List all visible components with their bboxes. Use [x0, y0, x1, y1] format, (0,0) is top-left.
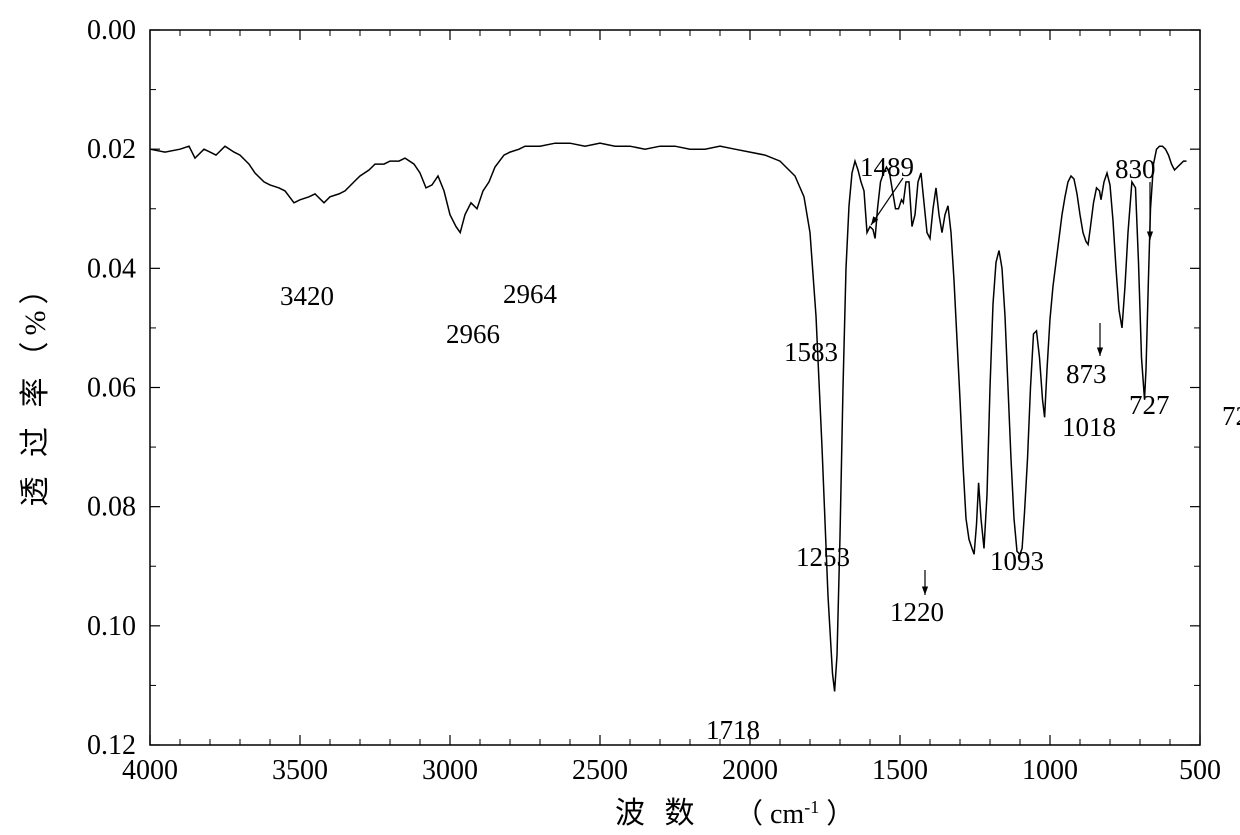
ir-spectrum-chart: 40003500300025002000150010005000.000.020… [0, 0, 1240, 835]
peak-label: 729 [1222, 401, 1240, 431]
x-tick-label: 1000 [1022, 755, 1078, 786]
y-tick-label: 0.00 [87, 15, 136, 46]
x-axis-unit: （ cm-1 ） [735, 797, 854, 830]
spectrum-trace [150, 143, 1187, 691]
x-tick-label: 500 [1179, 755, 1221, 786]
peak-label: 2966 [446, 319, 500, 349]
peak-label: 2964 [503, 279, 558, 309]
x-tick-label: 2000 [722, 755, 778, 786]
peak-label: 830 [1115, 154, 1156, 184]
y-tick-label: 0.06 [87, 373, 136, 404]
arrow-head-icon [1097, 348, 1103, 356]
chart-svg: 40003500300025002000150010005000.000.020… [0, 0, 1240, 835]
peak-label: 3420 [280, 281, 334, 311]
y-tick-label: 0.12 [87, 730, 136, 761]
peak-label: 873 [1066, 359, 1107, 389]
x-tick-label: 3500 [272, 755, 328, 786]
plot-border [150, 30, 1200, 745]
peak-label: 1253 [796, 542, 850, 572]
peak-label: 1018 [1062, 412, 1116, 442]
y-tick-label: 0.08 [87, 492, 136, 523]
x-axis-label: 波 数 [615, 797, 701, 830]
x-tick-label: 2500 [572, 755, 628, 786]
y-tick-label: 0.10 [87, 611, 136, 642]
y-axis-label: 透 过 率（%） [19, 269, 52, 507]
peak-label: 1220 [890, 597, 944, 627]
annotation-arrow [871, 178, 903, 225]
x-tick-label: 1500 [872, 755, 928, 786]
peak-label: 1489 [860, 152, 914, 182]
x-tick-label: 3000 [422, 755, 478, 786]
y-tick-label: 0.02 [87, 134, 136, 165]
arrow-head-icon [1147, 232, 1153, 240]
y-tick-label: 0.04 [87, 253, 136, 284]
peak-label: 1583 [784, 337, 838, 367]
peak-label: 1718 [706, 715, 760, 745]
arrow-head-icon [922, 587, 928, 595]
peak-label: 727 [1129, 390, 1170, 420]
peak-label: 1093 [990, 546, 1044, 576]
